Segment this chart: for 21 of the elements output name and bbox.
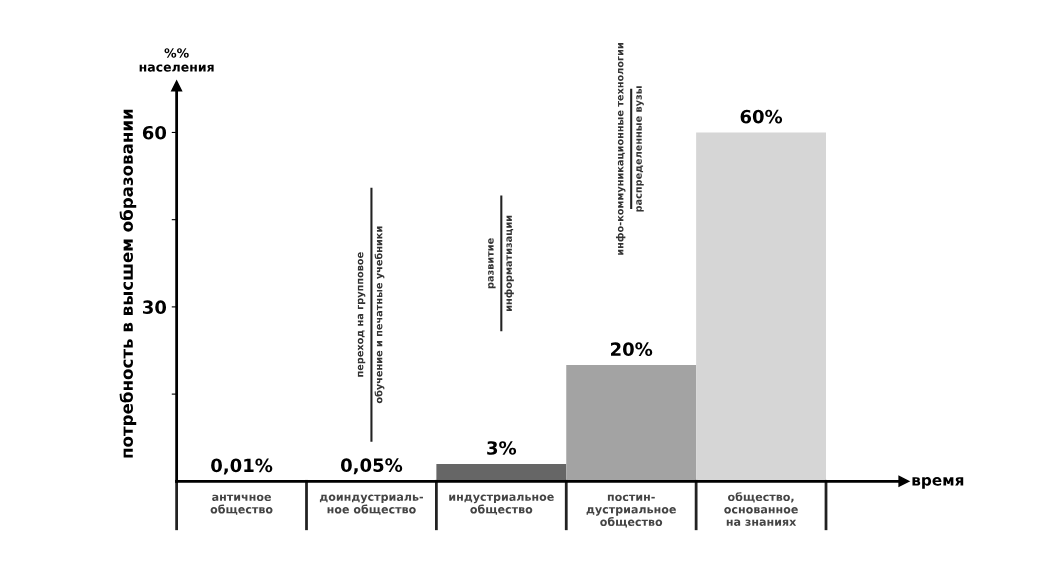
y-tick-label: 30 xyxy=(142,300,167,315)
data-label: 0,01% xyxy=(211,458,273,475)
data-label: 3% xyxy=(487,441,517,455)
bar xyxy=(566,365,697,482)
y-axis-title: потребность в высшем образовании xyxy=(119,109,137,458)
y-tick-label: 60 xyxy=(142,125,167,140)
data-label: 60% xyxy=(740,109,783,124)
text: %% населения xyxy=(139,48,214,72)
x-tick-label: общество, основанное на знаниях xyxy=(724,492,798,526)
x-tick-label: доиндустриаль- ное общество xyxy=(319,494,423,515)
x-tick-label: постин- дустриальное общество xyxy=(586,494,676,528)
data-label: 20% xyxy=(611,342,653,356)
x-tick-label: индустриальное общество xyxy=(449,494,554,515)
annotation: переход на групповое обучение и печатные учебники xyxy=(357,226,385,404)
x-axis-title: время xyxy=(912,476,964,489)
data-label: 0,05% xyxy=(340,458,403,475)
bar xyxy=(436,463,567,482)
x-tick-label: античное общество xyxy=(210,494,273,515)
annotation: инфо-коммуникационные технологии распределенные вузы xyxy=(615,43,644,255)
bar xyxy=(696,132,826,482)
annotation: развитие информатизации xyxy=(488,215,514,311)
